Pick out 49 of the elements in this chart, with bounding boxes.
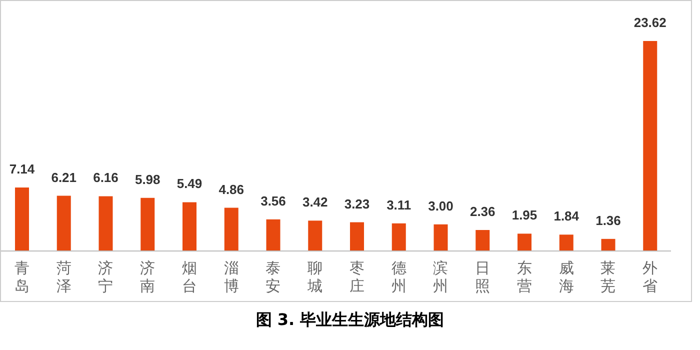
x-tick-label: 泰安 <box>266 259 281 295</box>
data-label: 3.23 <box>344 196 370 212</box>
data-label: 23.62 <box>634 15 666 30</box>
data-label: 5.98 <box>134 172 160 187</box>
x-tick-label: 外省 <box>642 259 658 295</box>
data-label: 1.95 <box>512 208 538 223</box>
bar <box>56 196 71 251</box>
x-tick-label: 济宁 <box>98 259 114 295</box>
x-tick-label: 德州 <box>391 259 406 295</box>
x-tick-label: 聊城 <box>306 259 323 295</box>
bar <box>266 219 280 251</box>
x-tick-label: 威海 <box>558 259 574 295</box>
bar <box>559 234 574 251</box>
data-label: 3.11 <box>386 197 412 212</box>
x-tick-label: 东营 <box>516 259 532 295</box>
data-label: 6.21 <box>51 170 77 185</box>
bar <box>518 234 532 251</box>
bar <box>15 188 29 251</box>
bar <box>601 238 616 251</box>
bar <box>224 208 238 251</box>
x-tick-label: 菏泽 <box>56 259 72 295</box>
x-tick-label: 枣庄 <box>349 259 364 295</box>
data-label: 5.49 <box>176 176 202 192</box>
data-label: 1.84 <box>554 208 580 224</box>
bar <box>98 196 113 251</box>
x-tick-label: 滨州 <box>433 259 448 295</box>
x-tick-label: 烟台 <box>182 259 197 295</box>
data-label: 1.36 <box>596 212 621 228</box>
bar <box>308 220 322 251</box>
data-label: 2.36 <box>470 204 496 220</box>
data-label: 3.00 <box>428 198 454 214</box>
x-tick-label: 济南 <box>140 259 156 295</box>
x-tick-label: 日照 <box>475 259 490 295</box>
text: 图 3. 毕业生生源地结构图 <box>254 310 446 331</box>
bar <box>643 41 658 251</box>
data-label: 4.86 <box>218 182 244 197</box>
data-label: 7.14 <box>9 162 36 177</box>
bar <box>476 230 490 251</box>
data-label: 3.56 <box>260 193 286 208</box>
bar <box>140 198 155 251</box>
data-label: 3.42 <box>302 194 328 210</box>
bar <box>182 202 196 251</box>
bar <box>350 222 364 251</box>
x-tick-label: 青岛 <box>14 259 30 295</box>
x-tick-label: 淄博 <box>224 259 239 295</box>
bar <box>434 224 448 251</box>
bar <box>392 223 406 251</box>
data-label: 6.16 <box>93 170 118 186</box>
x-tick-label: 莱芜 <box>600 259 616 295</box>
